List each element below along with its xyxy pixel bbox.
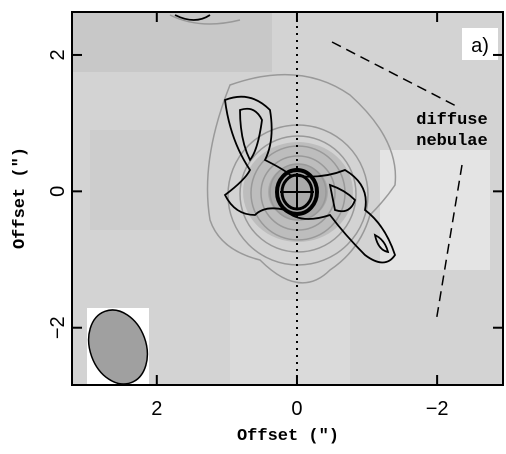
annotation: nebulae xyxy=(416,132,487,151)
y-tick-label: 0 xyxy=(47,186,69,197)
x-tick-label: 0 xyxy=(291,398,302,420)
pointer-line xyxy=(331,41,461,109)
x-axis-label: Offset (") xyxy=(237,427,339,446)
frame xyxy=(71,11,504,386)
y-axis-label: Offset (") xyxy=(11,147,30,249)
panel-label: a) xyxy=(471,35,489,57)
y-tick-label: −2 xyxy=(47,316,69,339)
label-box xyxy=(462,28,498,60)
annotation: diffuse xyxy=(416,111,487,130)
image xyxy=(72,12,503,385)
y-tick-label: 2 xyxy=(47,49,69,60)
beam xyxy=(87,309,149,385)
x-tick-label: −2 xyxy=(426,398,449,420)
x-tick-label: 2 xyxy=(151,398,162,420)
pointer-line xyxy=(435,164,463,323)
